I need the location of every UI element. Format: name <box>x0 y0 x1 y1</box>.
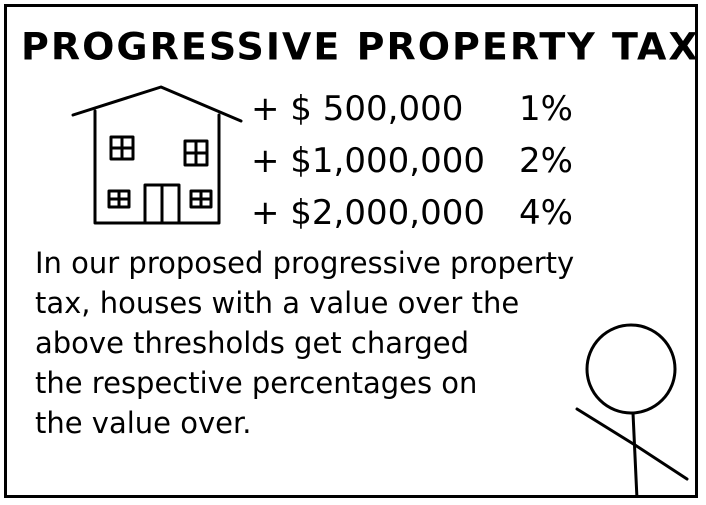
caption-line: tax, houses with a value over the <box>35 286 520 320</box>
tier-2-amount: + $1,000,000 <box>251 141 485 181</box>
tier-1-rate: 1% <box>519 89 573 129</box>
tier-3-rate: 4% <box>519 193 573 233</box>
caption-paragraph: In our proposed progressive property tax… <box>35 243 655 443</box>
tier-3-amount: + $2,000,000 <box>251 193 485 233</box>
caption-line: above thresholds get charged <box>35 326 470 360</box>
tier-2-rate: 2% <box>519 141 573 181</box>
tier-1-amount: + $ 500,000 <box>251 89 464 129</box>
caption-line: the value over. <box>35 406 252 440</box>
caption-line: In our proposed progressive property <box>35 246 575 280</box>
comic-panel: PROGRESSIVE PROPERTY TAX + $ 500,000 1% <box>4 4 698 498</box>
house-illustration <box>71 85 243 225</box>
comic-title: PROGRESSIVE PROPERTY TAX <box>21 25 698 69</box>
caption-line: the respective percentages on <box>35 366 478 400</box>
stick-figure <box>575 323 689 495</box>
